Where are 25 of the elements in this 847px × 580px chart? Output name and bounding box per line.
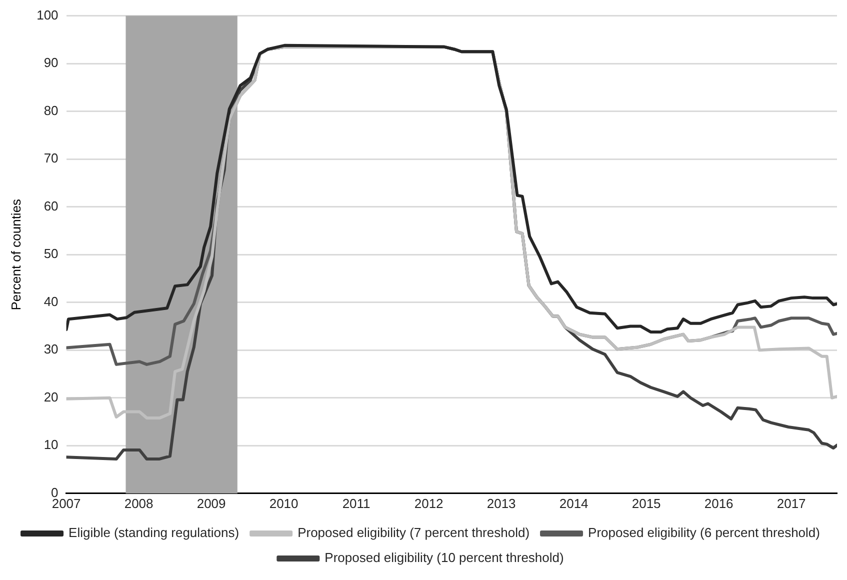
x-tick-label: 2012 <box>414 496 444 511</box>
x-tick-label: 2017 <box>776 496 806 511</box>
y-tick-label: 100 <box>36 7 58 22</box>
y-axis-title: Percent of counties <box>8 198 24 310</box>
y-tick-label: 70 <box>44 150 58 166</box>
x-tick-label: 2008 <box>124 496 154 511</box>
x-tick-label: 2014 <box>559 496 588 511</box>
y-tick-label: 30 <box>44 342 58 357</box>
legend-label: Proposed eligibility (10 percent threshold) <box>324 550 564 566</box>
y-tick-label: 50 <box>44 246 58 262</box>
legend-label: Proposed eligibility (6 percent threshold) <box>588 525 820 540</box>
x-tick-label: 2015 <box>632 496 661 511</box>
y-tick-label: 20 <box>44 389 58 404</box>
y-tick-label: 40 <box>44 294 58 309</box>
legend-label: Eligible (standing regulations) <box>68 525 240 540</box>
x-tick-label: 2009 <box>196 496 226 511</box>
y-tick-label: 80 <box>44 102 58 118</box>
x-tick-label: 2011 <box>342 496 370 511</box>
x-tick-label: 2010 <box>269 496 298 511</box>
x-tick-label: 2016 <box>704 496 734 511</box>
y-tick-label: 60 <box>44 198 58 214</box>
y-tick-label: 10 <box>44 437 58 452</box>
y-tick-label: 90 <box>44 55 58 70</box>
x-tick-label: 2013 <box>486 496 516 511</box>
legend-label: Proposed eligibility (7 percent threshold) <box>298 525 530 540</box>
